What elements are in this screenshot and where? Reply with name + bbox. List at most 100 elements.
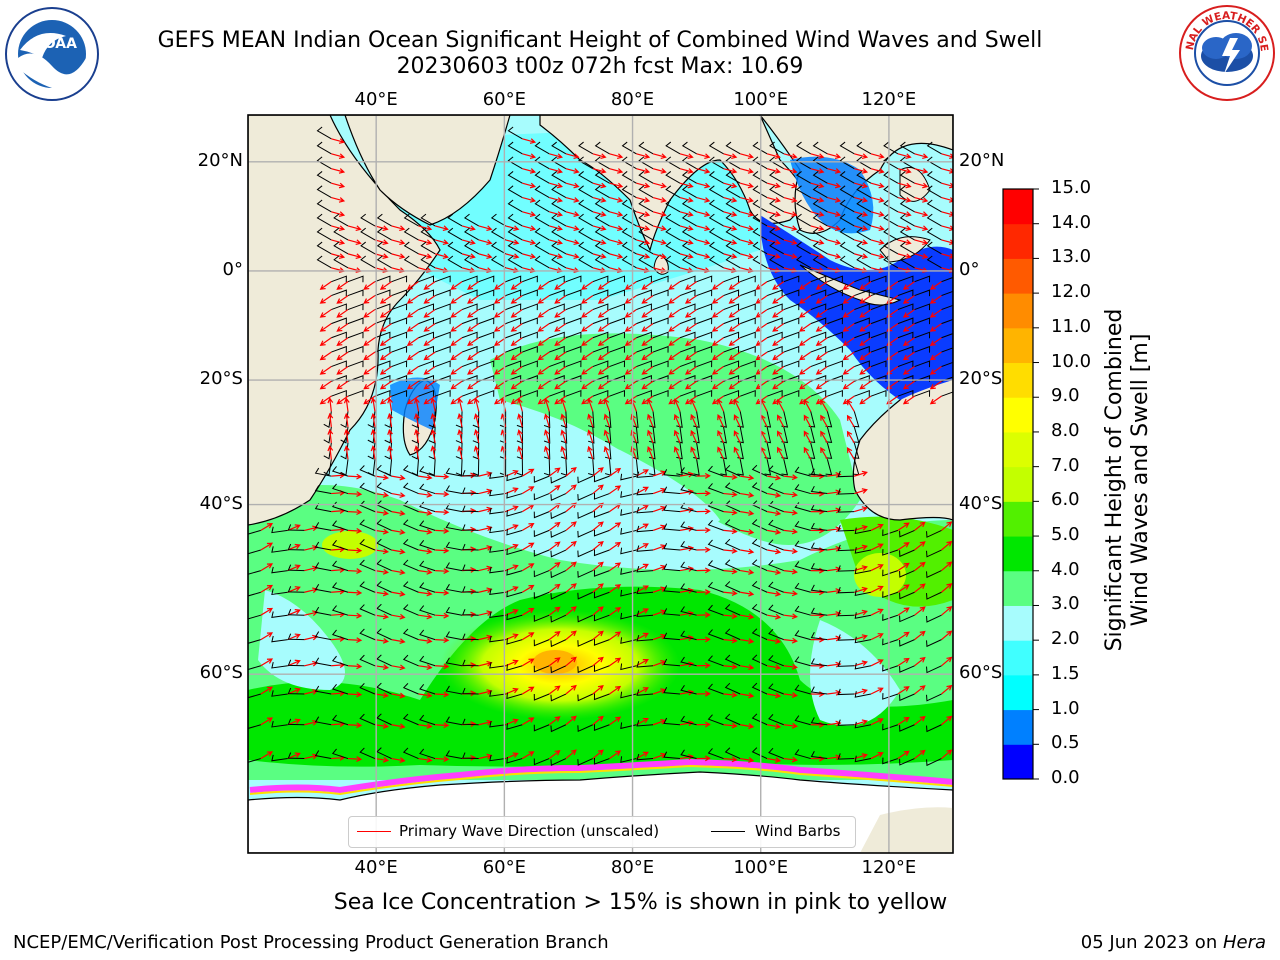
- wave-direction-arrow: [652, 239, 667, 246]
- wind-barb: [333, 241, 349, 255]
- wind-barb: [636, 360, 652, 368]
- wave-direction-arrow: [319, 323, 332, 332]
- wind-barb: [926, 199, 942, 213]
- wave-direction-arrow: [733, 430, 741, 444]
- wind-barb: [592, 331, 609, 339]
- wind-barb: [522, 389, 538, 397]
- wave-direction-arrow: [510, 309, 523, 318]
- wave-direction-arrow: [379, 351, 392, 361]
- wave-direction-arrow: [581, 309, 594, 318]
- wave-direction-arrow: [510, 281, 523, 290]
- wave-direction-arrow: [827, 472, 842, 478]
- wave-direction-arrow: [347, 663, 363, 670]
- wave-direction-arrow: [783, 722, 798, 729]
- wind-barb: [899, 199, 915, 213]
- wind-barb: [638, 213, 654, 227]
- wind-barb: [680, 583, 697, 593]
- wave-direction-arrow: [548, 631, 561, 641]
- wave-direction-arrow: [406, 380, 419, 390]
- wave-direction-arrow: [929, 337, 942, 346]
- wind-barb: [577, 758, 594, 766]
- wave-direction-arrow: [941, 656, 953, 667]
- wind-barb: [592, 345, 609, 353]
- wind-barb: [506, 613, 523, 621]
- wind-barb: [707, 629, 724, 641]
- wave-direction-arrow: [636, 543, 649, 551]
- wind-barb: [636, 689, 654, 696]
- wind-barb: [708, 213, 724, 227]
- wind-barb: [724, 747, 741, 760]
- wave-direction-arrow: [870, 564, 884, 572]
- wave-direction-arrow: [347, 225, 362, 232]
- wind-barb: [507, 185, 523, 199]
- wind-barb: [696, 289, 713, 297]
- wind-barb: [870, 345, 887, 353]
- wave-direction-arrow: [728, 295, 741, 304]
- wind-barb: [489, 507, 506, 515]
- footer-branch: NCEP/EMC/Verification Post Processing Pr…: [13, 932, 609, 953]
- wave-direction-arrow: [870, 608, 884, 616]
- wave-direction-arrow: [450, 351, 463, 361]
- wind-barb: [680, 541, 697, 551]
- wind-barb: [663, 687, 681, 695]
- wind-barb: [899, 156, 915, 170]
- wave-direction-arrow: [854, 253, 869, 259]
- wind-barb: [899, 549, 915, 558]
- wave-direction-arrow: [423, 281, 436, 290]
- wind-barb: [883, 241, 899, 255]
- wave-direction-arrow: [673, 398, 681, 412]
- wind-barb: [499, 459, 507, 476]
- wind-barb: [679, 389, 696, 397]
- wind-barb: [347, 275, 364, 283]
- wind-barb: [533, 724, 550, 732]
- wind-barb: [941, 361, 953, 368]
- wind-barb: [882, 549, 899, 556]
- wave-direction-arrow: [521, 468, 535, 477]
- wind-barb: [663, 504, 681, 513]
- wind-barb: [578, 171, 594, 184]
- wave-direction-arrow: [391, 225, 406, 232]
- wave-direction-arrow: [510, 395, 523, 405]
- wave-direction-arrow: [728, 323, 741, 332]
- wind-barb: [578, 141, 594, 155]
- wave-direction-arrow: [435, 612, 450, 619]
- wind-barb: [506, 692, 523, 700]
- wave-direction-arrow: [537, 366, 550, 375]
- wind-barb: [720, 411, 727, 428]
- wind-barb: [445, 522, 463, 531]
- wave-direction-arrow: [723, 613, 738, 619]
- wind-barb: [391, 389, 408, 397]
- wind-barb: [534, 255, 550, 269]
- wind-barb: [402, 683, 419, 695]
- wind-barb: [374, 303, 391, 311]
- wind-barb: [419, 684, 436, 695]
- wind-barb: [248, 665, 261, 670]
- wind-barb: [897, 360, 914, 368]
- wave-direction-arrow: [374, 613, 390, 620]
- nws-logo: NATIONAL WEATHER SERVICE: [1174, 0, 1276, 102]
- wind-barb: [795, 141, 811, 155]
- wind-barb: [827, 360, 843, 368]
- colorbar-segment: [1003, 709, 1033, 745]
- wind-barb: [593, 591, 610, 599]
- lat-tick-label-right: 20°S: [959, 368, 1003, 390]
- wave-direction-arrow: [423, 323, 436, 332]
- wind-barb: [403, 255, 419, 269]
- wind-barb: [724, 581, 741, 593]
- wave-direction-arrow: [331, 197, 346, 203]
- wave-direction-arrow: [260, 563, 274, 572]
- wind-barb: [752, 227, 768, 241]
- wind-barb: [331, 605, 349, 616]
- wave-direction-arrow: [827, 153, 842, 159]
- wave-direction-arrow: [897, 542, 910, 551]
- wind-barb: [271, 690, 288, 697]
- wind-barb: [724, 604, 741, 616]
- wave-direction-arrow: [521, 584, 535, 593]
- footer-date-text: 05 Jun 2023 on: [1080, 932, 1223, 953]
- wave-direction-arrow: [641, 366, 654, 375]
- wind-barb: [418, 303, 435, 311]
- wave-direction-arrow: [668, 380, 681, 390]
- wave-direction-arrow: [260, 751, 274, 760]
- wave-direction-arrow: [435, 491, 450, 497]
- wind-barb: [810, 485, 828, 495]
